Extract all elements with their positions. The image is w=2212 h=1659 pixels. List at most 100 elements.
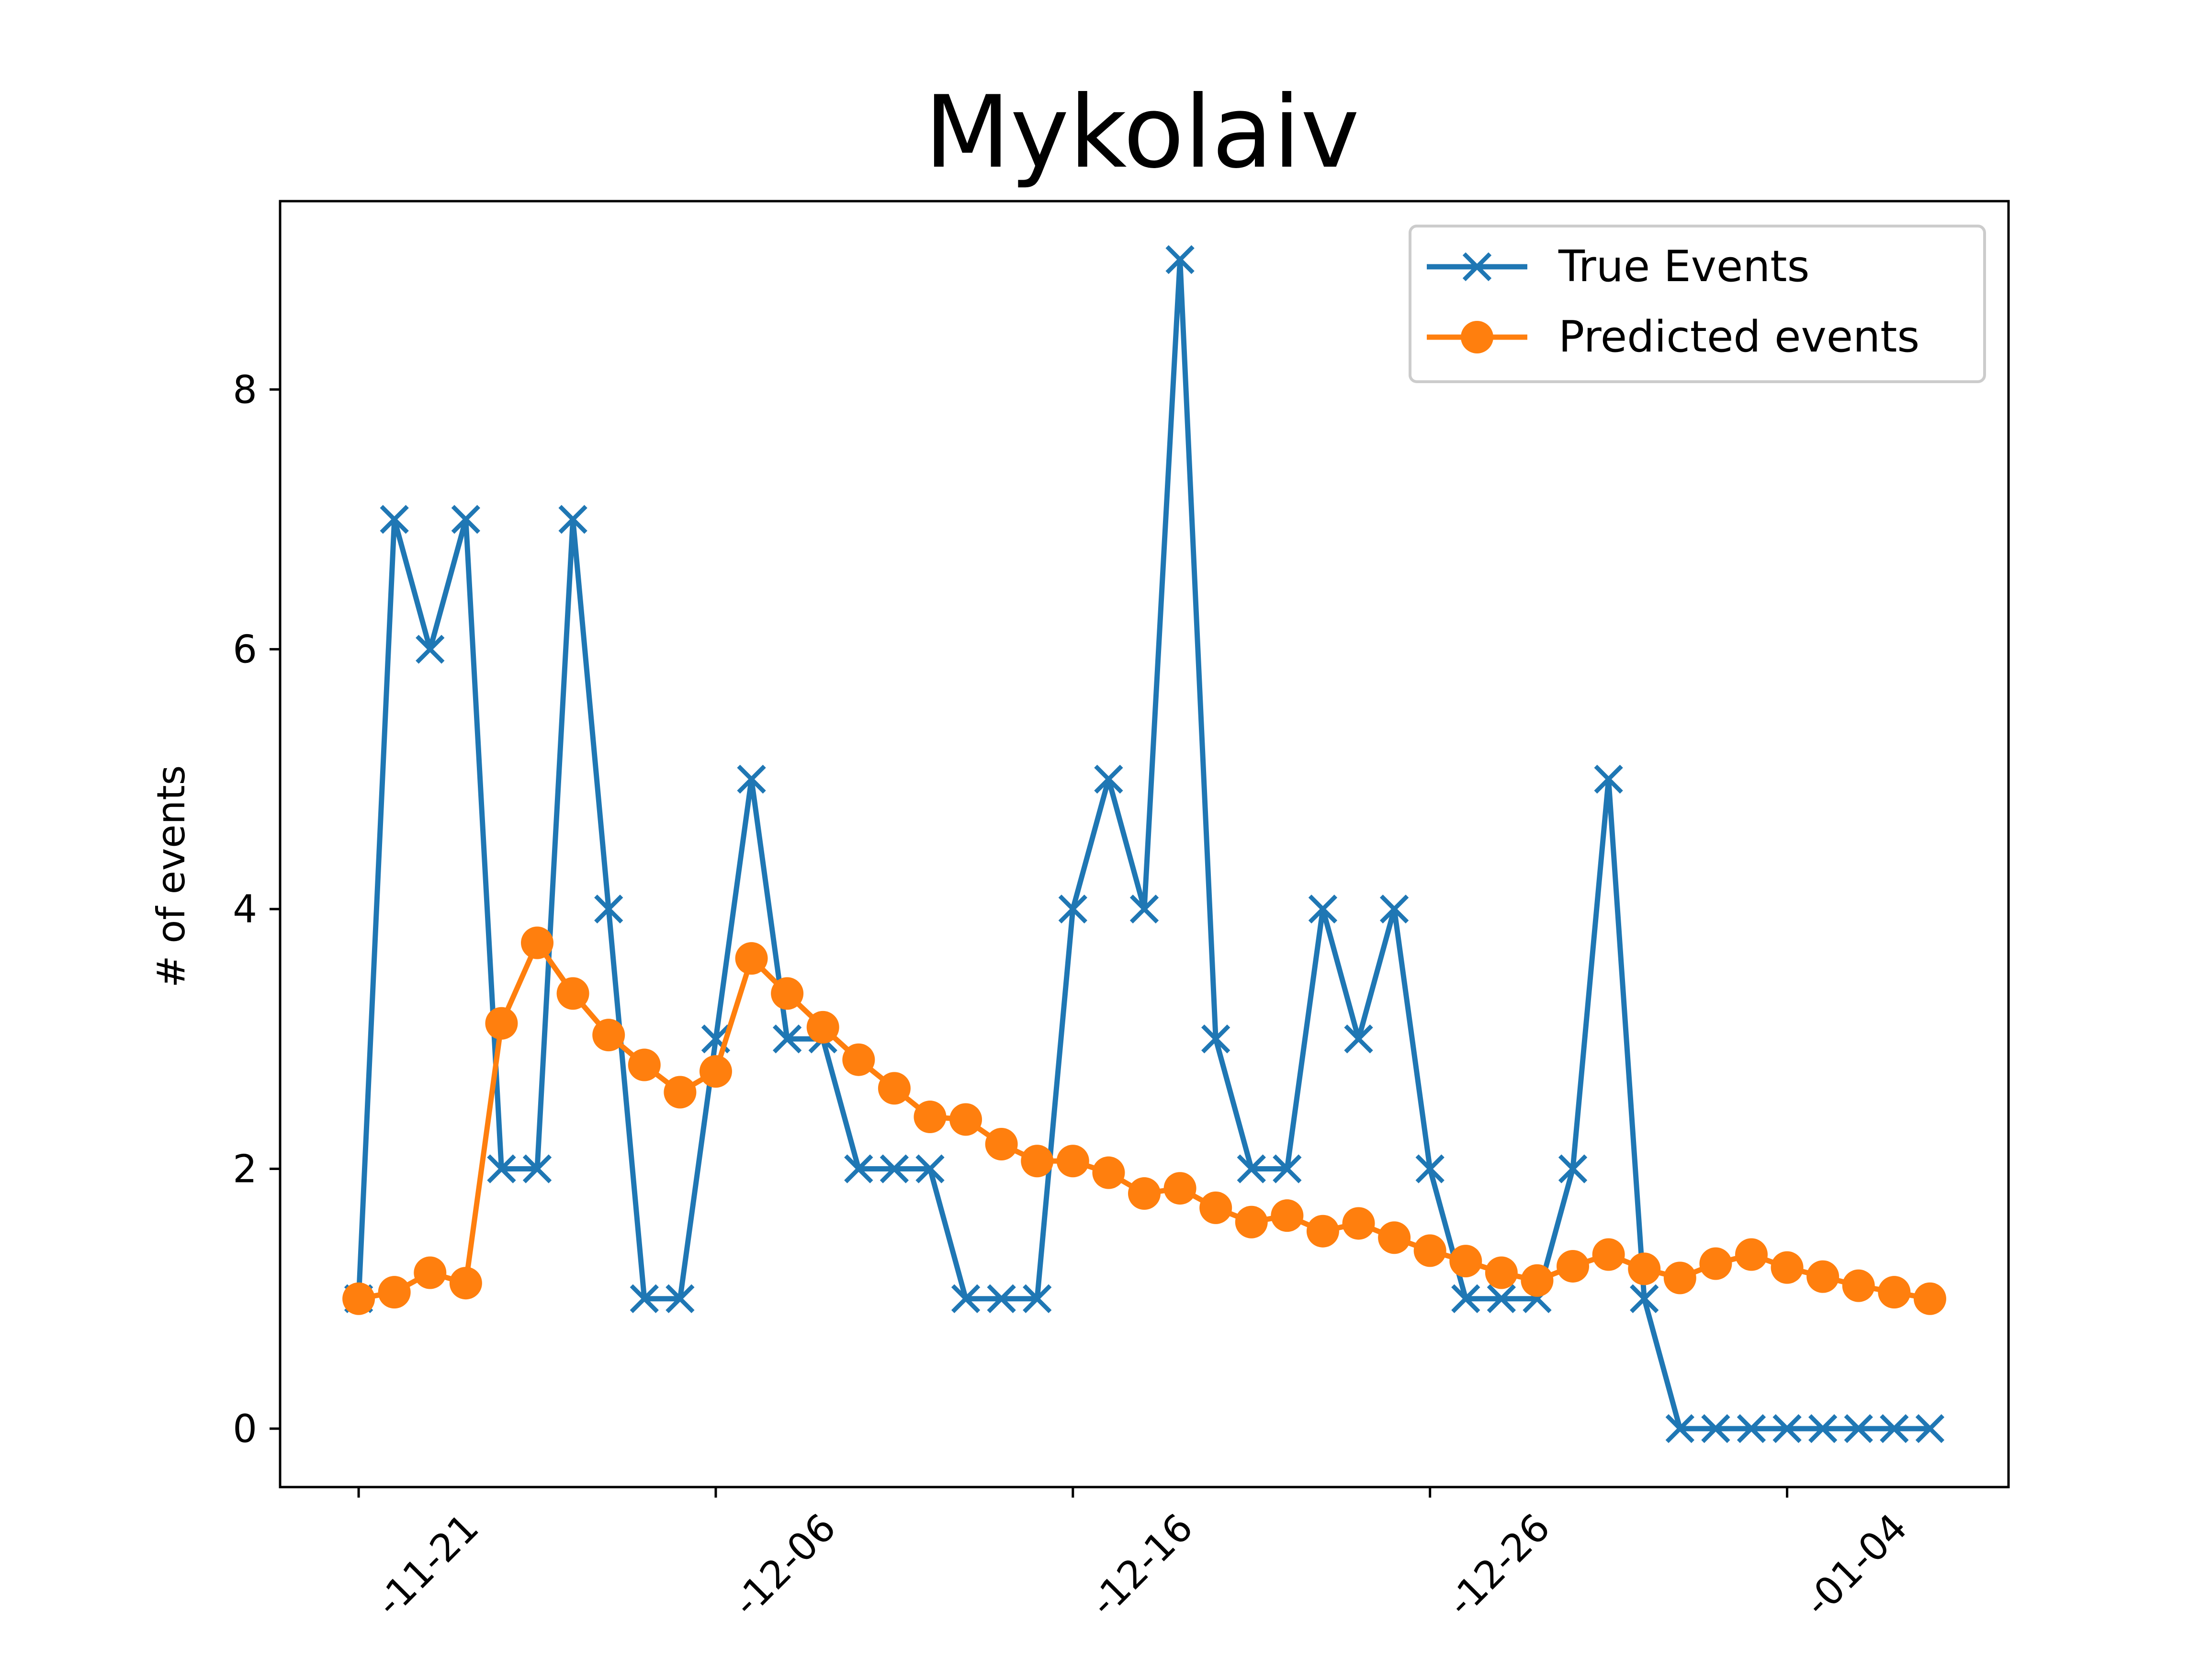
predicted-events-point — [1056, 1145, 1089, 1178]
predicted-events-point — [449, 1267, 482, 1300]
true-events-point — [1273, 1154, 1302, 1183]
true-events-point — [1379, 894, 1409, 924]
true-events-point — [1558, 1154, 1588, 1183]
predicted-events-point — [414, 1256, 447, 1289]
predicted-events-point — [1771, 1251, 1804, 1284]
true-events-point — [915, 1154, 945, 1183]
true-events-line — [356, 257, 1933, 1432]
true-events-point — [1415, 1154, 1445, 1183]
true-events-point — [987, 1284, 1016, 1313]
predicted-events-point — [1449, 1245, 1482, 1278]
legend-box — [1409, 225, 1986, 383]
true-events-point — [737, 764, 766, 794]
predicted-events-point — [949, 1103, 982, 1136]
predicted-events-point — [1699, 1247, 1732, 1280]
y-tick-label: 8 — [233, 367, 257, 412]
true-events-point — [1129, 894, 1159, 924]
plot-frame — [279, 200, 2010, 1489]
predicted-events-point — [485, 1007, 518, 1040]
predicted-events-point — [1378, 1221, 1411, 1254]
predicted-events-point — [1878, 1276, 1911, 1309]
predicted-events-line — [356, 940, 1933, 1302]
predicted-events-point — [735, 942, 768, 975]
true-events-point — [1344, 1024, 1373, 1054]
true-events-point — [1630, 1284, 1659, 1313]
true-events-point — [451, 505, 481, 534]
y-tick-label: 6 — [233, 627, 257, 672]
legend-marker-x — [1462, 252, 1492, 282]
predicted-events-point — [1163, 1172, 1196, 1205]
predicted-events-point — [1199, 1191, 1232, 1224]
legend-label: True Events — [1558, 241, 1810, 292]
predicted-events-point — [342, 1282, 375, 1315]
predicted-events-point — [1021, 1145, 1054, 1178]
true-events-point — [1880, 1414, 1909, 1443]
true-events-point — [1594, 764, 1623, 794]
y-tick-label: 2 — [233, 1147, 257, 1192]
predicted-events-point — [1485, 1256, 1518, 1289]
legend: True Events Predicted events — [1409, 225, 1986, 383]
true-events-point — [1308, 894, 1338, 924]
predicted-events-point — [914, 1101, 947, 1134]
true-events-point — [1737, 1414, 1766, 1443]
predicted-events-point — [1092, 1156, 1125, 1189]
true-events-point — [666, 1284, 695, 1313]
x-tick-label: -12-26 — [1439, 1505, 1559, 1625]
predicted-events-point — [628, 1048, 661, 1081]
true-events-point — [1451, 1284, 1480, 1313]
predicted-events-point — [1413, 1234, 1446, 1267]
y-tick-label: 0 — [233, 1407, 257, 1451]
true-events-point — [1201, 1024, 1230, 1054]
true-events-point — [951, 1284, 981, 1313]
plot-area: 0 2 4 6 8 -11-21 -12-06 -12-16 -12-26 -01-04 — [233, 200, 2010, 1625]
true-events-point — [1023, 1284, 1052, 1313]
predicted-events-point — [1235, 1205, 1268, 1239]
true-events-point — [1701, 1414, 1730, 1443]
true-events-point — [522, 1154, 552, 1183]
predicted-events-point — [699, 1055, 732, 1088]
legend-label: Predicted events — [1558, 312, 1919, 362]
x-tick-label: -12-16 — [1082, 1505, 1202, 1625]
predicted-events-point — [1271, 1199, 1304, 1232]
predicted-events-point — [592, 1019, 625, 1052]
predicted-events-point — [1521, 1264, 1554, 1297]
predicted-events-point — [1913, 1282, 1946, 1315]
predicted-events-point — [985, 1128, 1018, 1160]
true-events-point — [558, 505, 587, 534]
true-events-point — [772, 1024, 802, 1054]
x-tick-label: -11-21 — [367, 1505, 487, 1625]
true-events-point — [380, 505, 409, 534]
true-events-point — [1772, 1414, 1802, 1443]
predicted-events-point — [1842, 1269, 1875, 1302]
predicted-events-point — [1735, 1238, 1768, 1271]
true-events-point — [594, 894, 623, 924]
true-events-point — [844, 1154, 873, 1183]
true-events-point — [1058, 894, 1088, 924]
predicted-events-point — [1806, 1260, 1840, 1293]
true-events-point — [416, 635, 445, 664]
true-events-point — [1808, 1414, 1838, 1443]
y-axis-label: # of events — [149, 765, 193, 988]
predicted-events-point — [378, 1276, 411, 1309]
true-events-point — [1915, 1414, 1945, 1443]
predicted-events-point — [842, 1043, 875, 1076]
true-events-point — [1094, 764, 1123, 794]
predicted-events-point — [1306, 1215, 1339, 1248]
predicted-events-point — [1128, 1177, 1161, 1210]
true-events-point — [1165, 245, 1195, 274]
predicted-events-point — [1557, 1250, 1590, 1283]
predicted-events-point — [1663, 1261, 1696, 1295]
predicted-events-point — [771, 977, 804, 1010]
true-events-point — [1665, 1414, 1694, 1443]
x-tick-label: -01-04 — [1795, 1505, 1916, 1625]
predicted-events-point — [521, 926, 554, 959]
x-tick-label: -12-06 — [724, 1505, 845, 1625]
true-events-point — [1487, 1284, 1516, 1313]
true-events-point — [487, 1154, 516, 1183]
predicted-events-point — [1628, 1252, 1661, 1285]
predicted-events-point — [806, 1011, 839, 1044]
true-events-point — [1844, 1414, 1873, 1443]
predicted-events-point — [664, 1076, 697, 1109]
predicted-events-point — [556, 977, 589, 1010]
